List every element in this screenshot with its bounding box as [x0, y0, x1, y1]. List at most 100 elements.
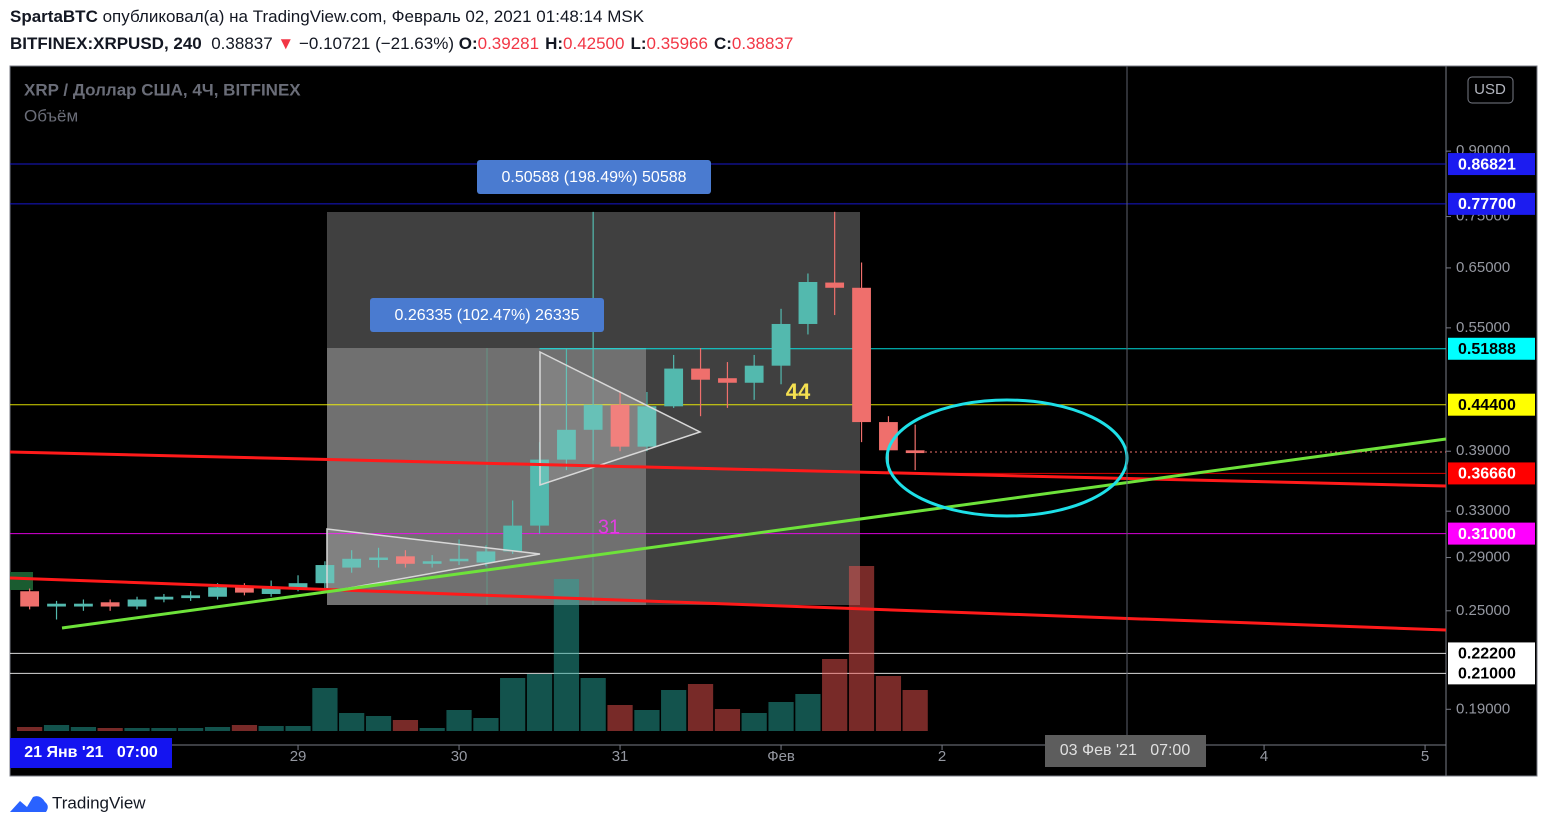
- volume-bar: [43, 725, 70, 731]
- candle-body: [181, 595, 201, 599]
- volume-bar: [500, 678, 526, 731]
- volume-bar: [392, 720, 419, 731]
- x-tick-label: 29: [290, 748, 307, 765]
- triangle: [326, 528, 541, 593]
- candle-body: [637, 406, 657, 447]
- volume-bar: [687, 684, 714, 731]
- volume-bar: [902, 690, 928, 731]
- price-badge-label: 0.51888: [1458, 341, 1516, 358]
- symbol: BITFINEX:XRPUSD, 240: [10, 34, 202, 53]
- count-label: 31: [598, 516, 620, 538]
- price-badge: [1448, 522, 1535, 545]
- volume-bar: [70, 727, 97, 731]
- price-badge-label: 0.21000: [1458, 666, 1516, 683]
- currency-box[interactable]: [1467, 76, 1514, 104]
- currency: USD: [1474, 81, 1506, 98]
- crosshair-label-bg: [10, 738, 172, 768]
- price-badge-label: 0.44400: [1458, 397, 1516, 414]
- x-tick-label: 31: [612, 748, 629, 765]
- candle-body: [852, 287, 871, 423]
- candle-body: [503, 525, 523, 552]
- plot: [20, 211, 925, 620]
- price-badge-label: 0.36660: [1458, 466, 1516, 483]
- volume-bar: [258, 726, 284, 731]
- x-tick-label: 30: [451, 748, 468, 765]
- measure-label-bg: [477, 160, 711, 194]
- count-label: 44: [786, 379, 811, 404]
- candle-body: [718, 378, 737, 383]
- ohlc-label: L:: [630, 34, 647, 53]
- candle-body: [369, 557, 388, 561]
- volume-bar: [875, 676, 902, 731]
- volume-bar: [124, 728, 150, 731]
- candle-body: [20, 591, 40, 607]
- price-badge: [1448, 337, 1535, 360]
- measure-label-bg: [370, 298, 604, 332]
- candle-body: [449, 558, 469, 562]
- y-tick-label: 0.55000: [1456, 319, 1510, 336]
- candle-body: [476, 551, 496, 563]
- x-tick-label: 2: [938, 748, 946, 765]
- measure-label: 0.26335 (102.47%) 26335: [394, 307, 579, 324]
- volume-bar: [312, 688, 338, 731]
- header-line-2: BITFINEX:XRPUSD, 240 0.38837 ▼ −0.10721 …: [10, 34, 799, 54]
- volume-bar: [419, 728, 445, 731]
- candle-body: [825, 282, 845, 288]
- volume-bar: [151, 728, 177, 731]
- trend-line: [61, 437, 1447, 630]
- volume-bar: [231, 725, 258, 731]
- chart-subtitle: Объём: [24, 106, 78, 125]
- x-tick-label: Фев: [767, 748, 795, 765]
- candle-body: [610, 404, 630, 447]
- volume-bar: [580, 678, 606, 731]
- volume-bar: [741, 713, 767, 731]
- marker: [10, 572, 33, 590]
- arrow: ▼: [277, 34, 295, 53]
- brand: TradingView: [52, 793, 146, 812]
- candle-body: [47, 603, 66, 607]
- volume-bar: [365, 716, 392, 731]
- volume-bar: [553, 579, 580, 731]
- volume-bar: [848, 566, 875, 731]
- ohlc-label: H:: [545, 34, 564, 53]
- price-badge: [1448, 192, 1535, 215]
- volume-bar: [339, 713, 365, 731]
- y-tick-label: 0.29000: [1456, 549, 1510, 566]
- candle-body: [798, 281, 818, 324]
- ohlc-value: 0.39281: [477, 34, 540, 53]
- volume-bar: [178, 728, 204, 731]
- candle-body: [879, 422, 898, 451]
- candle-body: [100, 602, 120, 607]
- trend-line: [9, 576, 1447, 632]
- chart-title: XRP / Доллар США, 4Ч, BITFINEX: [24, 80, 301, 99]
- y-tick-label: 0.33000: [1456, 502, 1510, 519]
- volume: [17, 566, 928, 731]
- candle-body: [422, 561, 442, 564]
- logo: [10, 796, 48, 812]
- y-tick-label: 0.39000: [1456, 442, 1510, 459]
- candle-body: [691, 368, 710, 380]
- price-badge: [1448, 462, 1535, 485]
- volume-bar: [768, 702, 794, 731]
- volume-bar: [204, 727, 231, 731]
- y-tick-label: 0.65000: [1456, 259, 1510, 276]
- candle-body: [583, 404, 603, 430]
- volume-bar: [607, 705, 633, 731]
- candle-body: [342, 558, 362, 568]
- volume-bar: [97, 728, 123, 731]
- price-badge-label: 0.22200: [1458, 646, 1516, 663]
- candle-body: [557, 429, 576, 460]
- volume-bar: [714, 709, 741, 731]
- x-tick-label: 5: [1421, 748, 1429, 765]
- candle-body: [905, 450, 925, 454]
- candle-body: [127, 599, 147, 607]
- candle-body: [261, 587, 281, 594]
- candle-body: [208, 587, 227, 597]
- volume-bar: [661, 690, 687, 731]
- footer-logo: TradingView: [10, 793, 146, 812]
- volume-bar: [446, 710, 472, 731]
- price-badge: [1448, 393, 1535, 416]
- measure-label: 0.50588 (198.49%) 50588: [501, 169, 686, 186]
